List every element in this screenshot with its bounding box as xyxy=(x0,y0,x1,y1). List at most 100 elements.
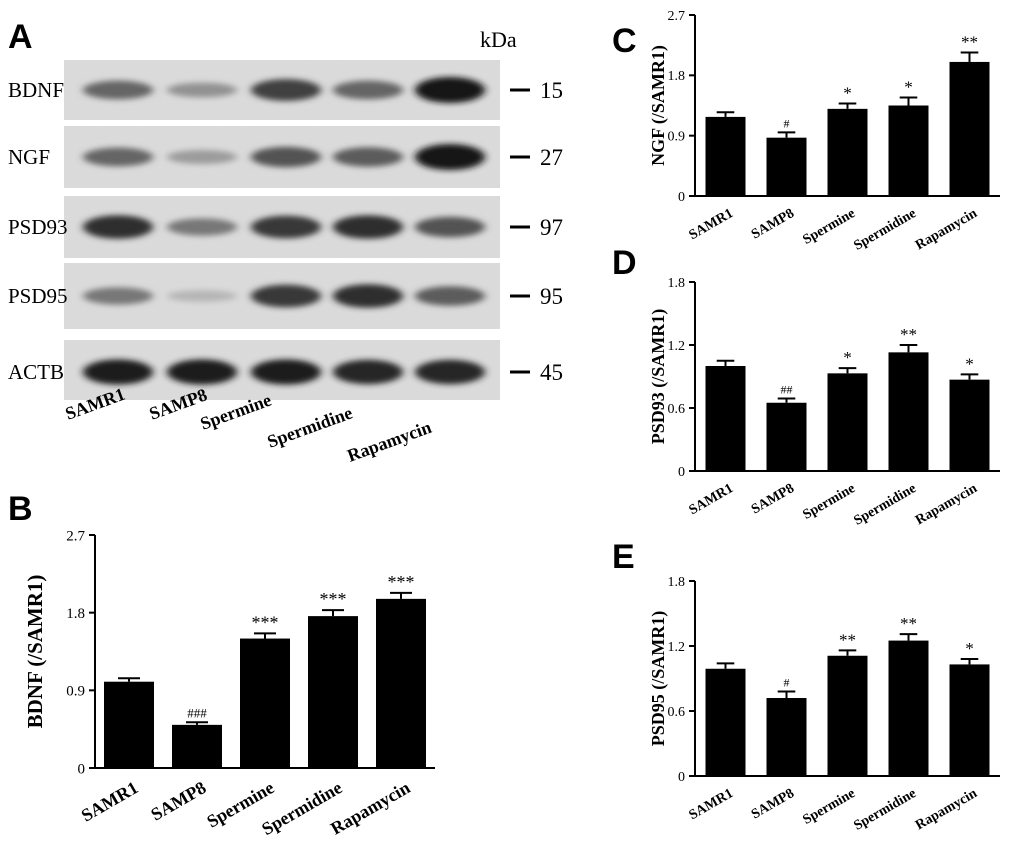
bar xyxy=(949,379,990,471)
bar xyxy=(705,116,746,196)
blot-band xyxy=(333,359,403,385)
blot-band xyxy=(333,284,403,308)
significance-label: # xyxy=(784,676,790,690)
y-axis-label: BDNF (/SAMR1) xyxy=(23,575,47,729)
blot-band xyxy=(83,80,153,100)
y-tick-label: 1.2 xyxy=(668,339,686,354)
significance-label: ** xyxy=(900,614,917,633)
bar xyxy=(308,616,358,768)
blot-band xyxy=(333,215,403,239)
bar xyxy=(827,373,868,471)
significance-label: * xyxy=(904,77,913,96)
blot-band xyxy=(167,82,237,98)
category-label: SAMP8 xyxy=(749,206,797,242)
panel-letter: D xyxy=(612,244,637,282)
y-tick-label: 2.7 xyxy=(66,528,85,544)
category-label: SAMR1 xyxy=(687,481,736,518)
category-label: Rapamycin xyxy=(913,206,980,253)
category-label: Rapamycin xyxy=(913,481,980,528)
category-label: Spermine xyxy=(801,206,858,248)
y-tick-label: 0 xyxy=(678,190,685,205)
y-tick-label: 0 xyxy=(678,465,685,480)
blot-band xyxy=(415,144,485,170)
kda-label: kDa xyxy=(480,27,517,52)
blot-band xyxy=(251,79,321,101)
bar xyxy=(949,664,990,776)
category-label: SAMR1 xyxy=(78,777,142,825)
bar xyxy=(766,137,807,196)
panel-b-chart: B 0 0.9 1.8 2.7 BDNF (/SAMR1) SAMR1 ### SAMP8 ***… xyxy=(8,490,435,839)
protein-label: PSD93 xyxy=(8,215,68,239)
bar xyxy=(172,724,222,768)
lane-label: Rapamycin xyxy=(345,417,435,466)
protein-label: NGF xyxy=(8,145,50,169)
y-tick-label: 0.6 xyxy=(668,705,686,720)
blot-band xyxy=(167,359,237,385)
blot-band xyxy=(83,147,153,167)
marker-label: 97 xyxy=(540,215,563,240)
blot-band xyxy=(251,284,321,308)
y-tick-label: 1.8 xyxy=(668,575,686,590)
category-label: SAMR1 xyxy=(687,206,736,243)
blot-band xyxy=(415,359,485,385)
panel-a-letter: A xyxy=(8,18,33,56)
category-label: Spermine xyxy=(801,481,858,523)
category-label: SAMP8 xyxy=(749,481,797,517)
y-tick-label: 1.8 xyxy=(66,606,85,622)
blot-band xyxy=(167,218,237,236)
marker-label: 45 xyxy=(540,360,563,385)
protein-label: ACTB xyxy=(8,360,64,384)
bar xyxy=(104,681,154,768)
significance-label: * xyxy=(843,348,852,367)
significance-label: ** xyxy=(839,630,856,649)
panel-c-chart: C 0 0.9 1.8 2.7 NGF (/SAMR1) SAMR1 # SAMP8 * Sperm… xyxy=(612,9,1000,254)
blot-band xyxy=(83,215,153,239)
marker-label: 15 xyxy=(540,78,563,103)
bar xyxy=(888,352,929,471)
panel-letter: E xyxy=(612,538,635,576)
y-tick-label: 0.9 xyxy=(66,684,85,700)
y-tick-label: 1.8 xyxy=(668,69,686,84)
protein-label: PSD95 xyxy=(8,284,68,308)
significance-label: ** xyxy=(961,33,978,52)
y-axis-label: NGF (/SAMR1) xyxy=(648,45,669,166)
blot-band xyxy=(167,150,237,164)
blot-row-psd93: PSD93 97 xyxy=(8,196,563,258)
bar xyxy=(766,402,807,471)
significance-label: ** xyxy=(900,325,917,344)
y-tick-label: 0 xyxy=(78,761,86,777)
significance-label: ### xyxy=(187,705,207,720)
category-label: SAMP8 xyxy=(147,777,209,824)
blot-band xyxy=(251,359,321,385)
significance-label: *** xyxy=(320,589,347,609)
blot-row-ngf: NGF 27 xyxy=(8,126,563,188)
bar xyxy=(949,61,990,196)
significance-label: *** xyxy=(252,612,279,632)
significance-label: * xyxy=(965,354,974,373)
blot-band xyxy=(415,286,485,306)
panel-letter: B xyxy=(8,490,33,528)
y-tick-label: 1.2 xyxy=(668,640,686,655)
marker-label: 27 xyxy=(540,145,563,170)
bar xyxy=(827,655,868,776)
blot-band xyxy=(251,146,321,168)
category-label: Spermidine xyxy=(851,481,918,529)
category-label: Spermidine xyxy=(851,786,918,834)
blot-row-psd95: PSD95 95 xyxy=(8,263,563,329)
y-axis-label: PSD93 (/SAMR1) xyxy=(648,309,669,445)
category-label: Rapamycin xyxy=(913,786,980,833)
bar xyxy=(705,366,746,471)
y-tick-label: 1.8 xyxy=(668,276,686,291)
blot-row-actb: ACTB 45 xyxy=(8,340,563,400)
y-tick-label: 0 xyxy=(678,770,685,785)
blot-rows: BDNF 15 NGF 27 PSD93 97 PSD95 95 ACTB 45 xyxy=(8,60,563,400)
bar xyxy=(827,108,868,196)
category-label: SAMP8 xyxy=(749,786,797,822)
significance-label: * xyxy=(965,639,974,658)
y-tick-label: 0.6 xyxy=(668,402,686,417)
bar xyxy=(376,598,426,768)
blot-band xyxy=(415,77,485,103)
panel-letter: C xyxy=(612,22,637,60)
